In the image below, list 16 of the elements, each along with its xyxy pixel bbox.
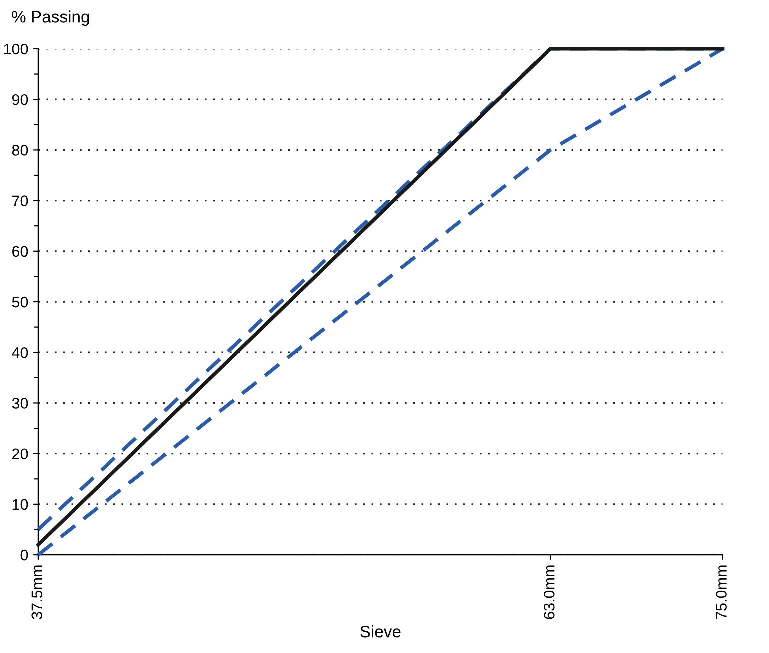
- x-tick-label: 37.5mm: [32, 566, 43, 620]
- y-tick-label: 50: [12, 296, 28, 308]
- y-tick-label: 100: [4, 44, 28, 55]
- x-axis-title: Sieve: [360, 626, 401, 638]
- y-tick-label: 70: [12, 196, 28, 206]
- x-tick-label: 63.0mm: [544, 566, 555, 620]
- y-tick-label: 20: [12, 448, 28, 460]
- x-tick-label: 75.0mm: [716, 566, 727, 620]
- y-tick-label: 40: [12, 347, 28, 358]
- y-tick-label: 80: [12, 145, 28, 156]
- y-tick-label: 0: [20, 550, 28, 561]
- y-tick-label: 30: [12, 398, 28, 409]
- y-tick-label: 10: [12, 499, 28, 510]
- y-tick-label: 90: [12, 94, 28, 106]
- y-axis-title: % Passing: [12, 10, 90, 26]
- y-tick-label: 60: [12, 246, 28, 258]
